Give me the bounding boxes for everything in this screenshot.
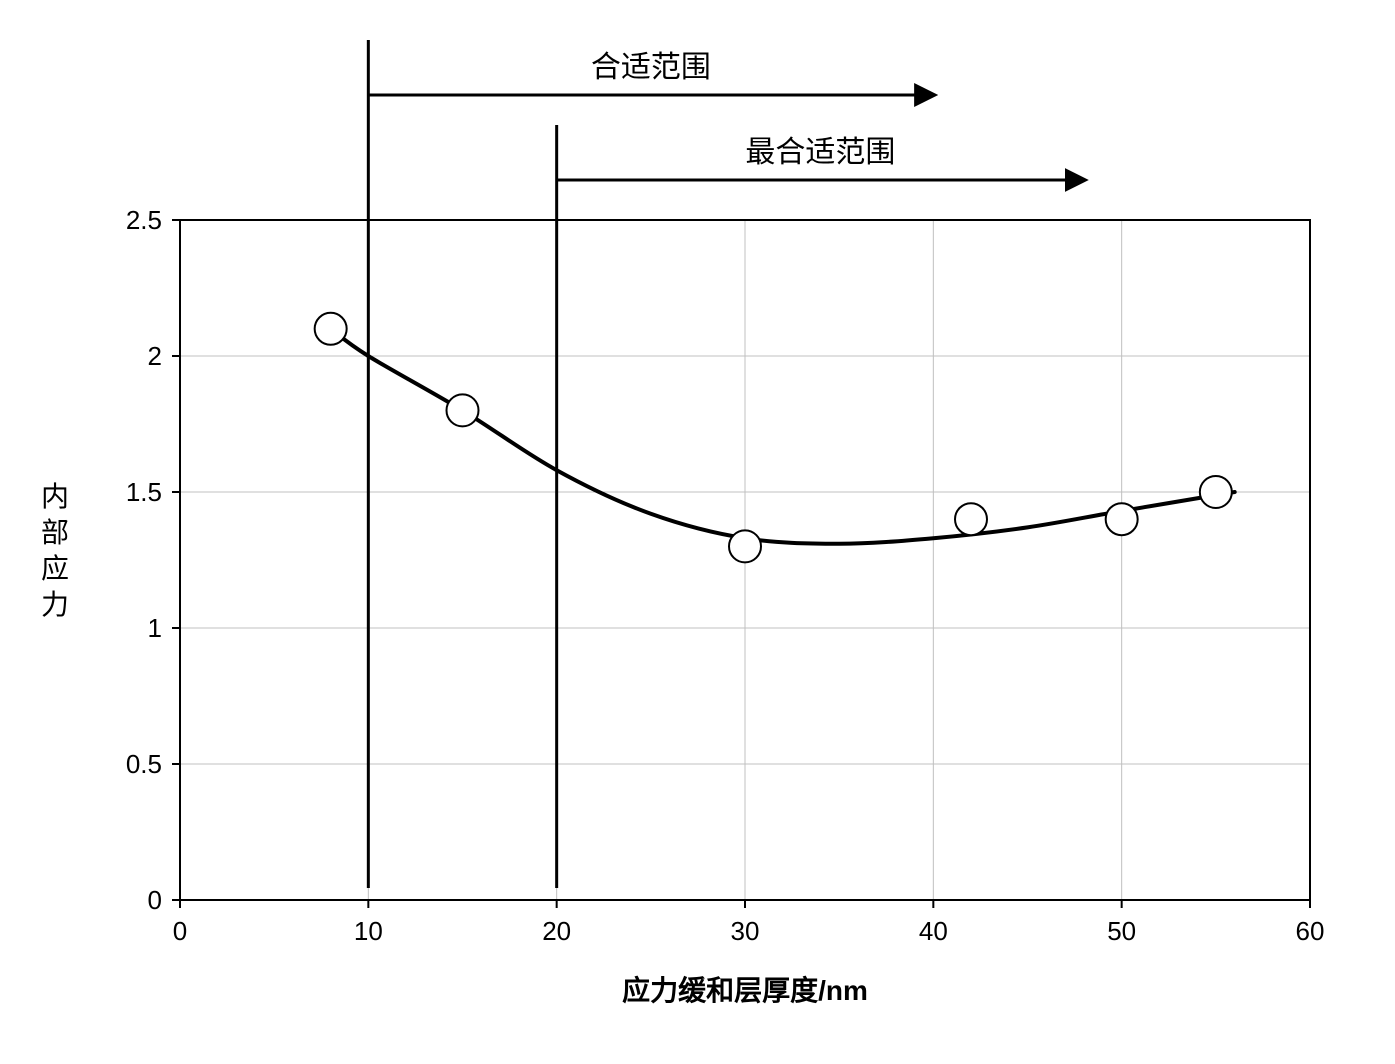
y-tick-label: 0 <box>148 885 162 915</box>
x-axis-label: 应力缓和层厚度/nm <box>622 974 868 1006</box>
data-point <box>1200 476 1232 508</box>
range-label-2: 最合适范围 <box>745 136 895 169</box>
y-tick-label: 2.5 <box>126 205 162 235</box>
x-tick-label: 50 <box>1107 916 1136 946</box>
chart-background <box>0 0 1395 1064</box>
data-point <box>955 503 987 535</box>
y-axis-label: 内 <box>41 481 69 512</box>
y-tick-label: 2 <box>148 341 162 371</box>
data-point <box>1106 503 1138 535</box>
y-axis-label: 力 <box>41 589 69 620</box>
y-tick-label: 0.5 <box>126 749 162 779</box>
x-tick-label: 60 <box>1296 916 1325 946</box>
y-axis-label: 应 <box>41 553 69 584</box>
x-tick-label: 0 <box>173 916 187 946</box>
x-tick-label: 20 <box>542 916 571 946</box>
y-axis-label: 部 <box>41 517 69 548</box>
stress-chart: 0 10 20 30 40 50 60 0 0.5 1 1.5 2 2.5 应力缓和层厚度/nm 内部应力 合… <box>0 0 1395 1064</box>
range-label-1: 合适范围 <box>591 51 711 84</box>
x-tick-label: 30 <box>731 916 760 946</box>
y-tick-label: 1.5 <box>126 477 162 507</box>
y-tick-label: 1 <box>148 613 162 643</box>
data-point <box>447 394 479 426</box>
chart-container: 0 10 20 30 40 50 60 0 0.5 1 1.5 2 2.5 应力缓和层厚度/nm 内部应力 合… <box>0 0 1395 1064</box>
data-point <box>729 530 761 562</box>
x-tick-label: 40 <box>919 916 948 946</box>
data-point <box>315 313 347 345</box>
x-tick-label: 10 <box>354 916 383 946</box>
